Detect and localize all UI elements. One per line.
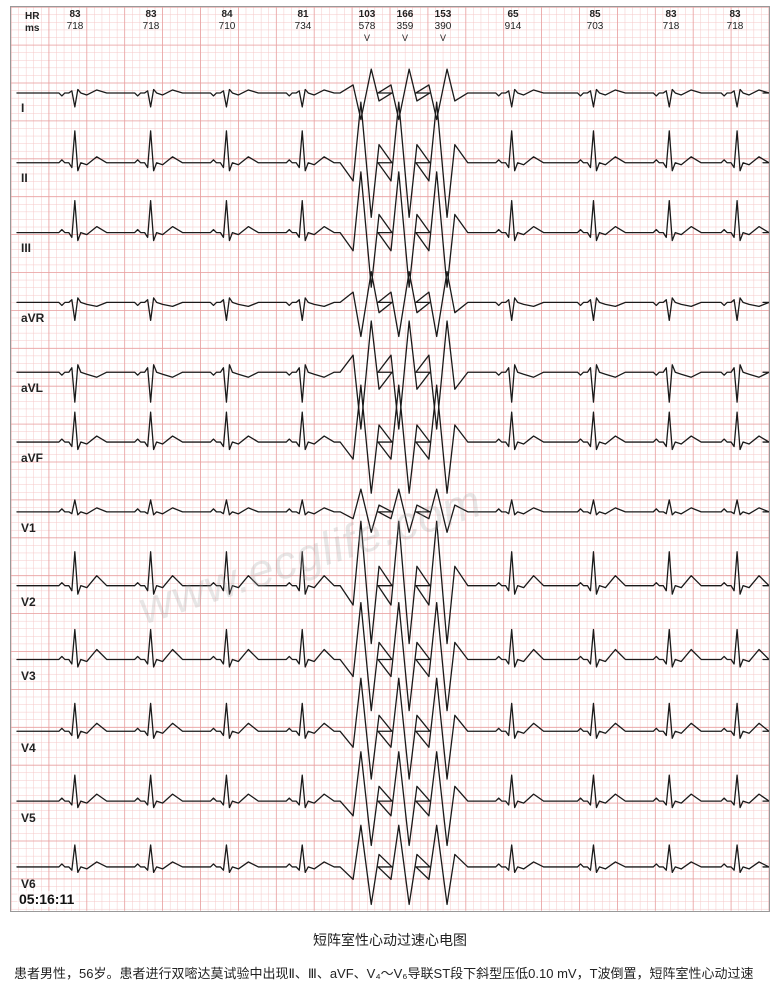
ms-value: 718 — [713, 21, 757, 33]
hr-axis-label: HR — [25, 11, 39, 22]
timestamp-label: 05:16:11 — [17, 891, 76, 907]
hr-value: 81 — [281, 9, 325, 21]
lead-label-aVR: aVR — [21, 311, 44, 325]
trace-V5 — [17, 752, 769, 846]
lead-label-aVF: aVF — [21, 451, 43, 465]
lead-label-V4: V4 — [21, 741, 36, 755]
ms-value: 914 — [491, 21, 535, 33]
header-col: 81734 — [281, 9, 325, 33]
header-col: 84710 — [205, 9, 249, 33]
lead-label-aVL: aVL — [21, 381, 43, 395]
trace-V1 — [17, 489, 769, 532]
hr-value: 153 — [421, 9, 465, 21]
lead-label-V5: V5 — [21, 811, 36, 825]
ms-value: 718 — [129, 21, 173, 33]
ecg-svg — [11, 7, 769, 911]
ms-value: 718 — [53, 21, 97, 33]
hr-value: 83 — [713, 9, 757, 21]
hr-value: 65 — [491, 9, 535, 21]
header-col: 153390V — [421, 9, 465, 44]
trace-aVR — [17, 272, 769, 337]
header-col: 83718 — [129, 9, 173, 33]
header-col: 83718 — [53, 9, 97, 33]
lead-label-V1: V1 — [21, 521, 36, 535]
ecg-traces — [17, 69, 769, 904]
trace-I — [17, 69, 769, 119]
trace-II — [17, 102, 769, 217]
ecg-chart: HR ms 83718837188471081734103578V166359V… — [10, 6, 770, 912]
ms-value: 710 — [205, 21, 249, 33]
figure-description: 患者男性，56岁。患者进行双嘧达莫试验中出现Ⅱ、Ⅲ、aVF、V₄～V₆导联ST段… — [14, 964, 766, 984]
figure-caption: 短阵室性心动过速心电图 — [0, 930, 780, 950]
trace-V3 — [17, 603, 769, 711]
trace-aVL — [17, 321, 769, 429]
trace-V2 — [17, 521, 769, 643]
lead-label-I: I — [21, 101, 24, 115]
ecg-header: HR ms 83718837188471081734103578V166359V… — [11, 7, 769, 13]
lead-label-III: III — [21, 241, 31, 255]
ms-value: 718 — [649, 21, 693, 33]
hr-value: 85 — [573, 9, 617, 21]
trace-V6 — [17, 825, 769, 904]
header-col: 85703 — [573, 9, 617, 33]
hr-value: 83 — [129, 9, 173, 21]
hr-value: 83 — [53, 9, 97, 21]
header-col: 83718 — [649, 9, 693, 33]
header-col: 83718 — [713, 9, 757, 33]
hr-value: 83 — [649, 9, 693, 21]
ms-value: 703 — [573, 21, 617, 33]
v-marker: V — [421, 33, 465, 44]
ecg-grid — [11, 7, 769, 911]
hr-value: 84 — [205, 9, 249, 21]
ms-value: 390 — [421, 21, 465, 33]
lead-label-V3: V3 — [21, 669, 36, 683]
header-col: 65914 — [491, 9, 535, 33]
trace-V4 — [17, 678, 769, 779]
ms-value: 734 — [281, 21, 325, 33]
lead-label-V6: V6 — [21, 877, 36, 891]
lead-label-V2: V2 — [21, 595, 36, 609]
lead-label-II: II — [21, 171, 28, 185]
ms-axis-label: ms — [25, 23, 39, 34]
